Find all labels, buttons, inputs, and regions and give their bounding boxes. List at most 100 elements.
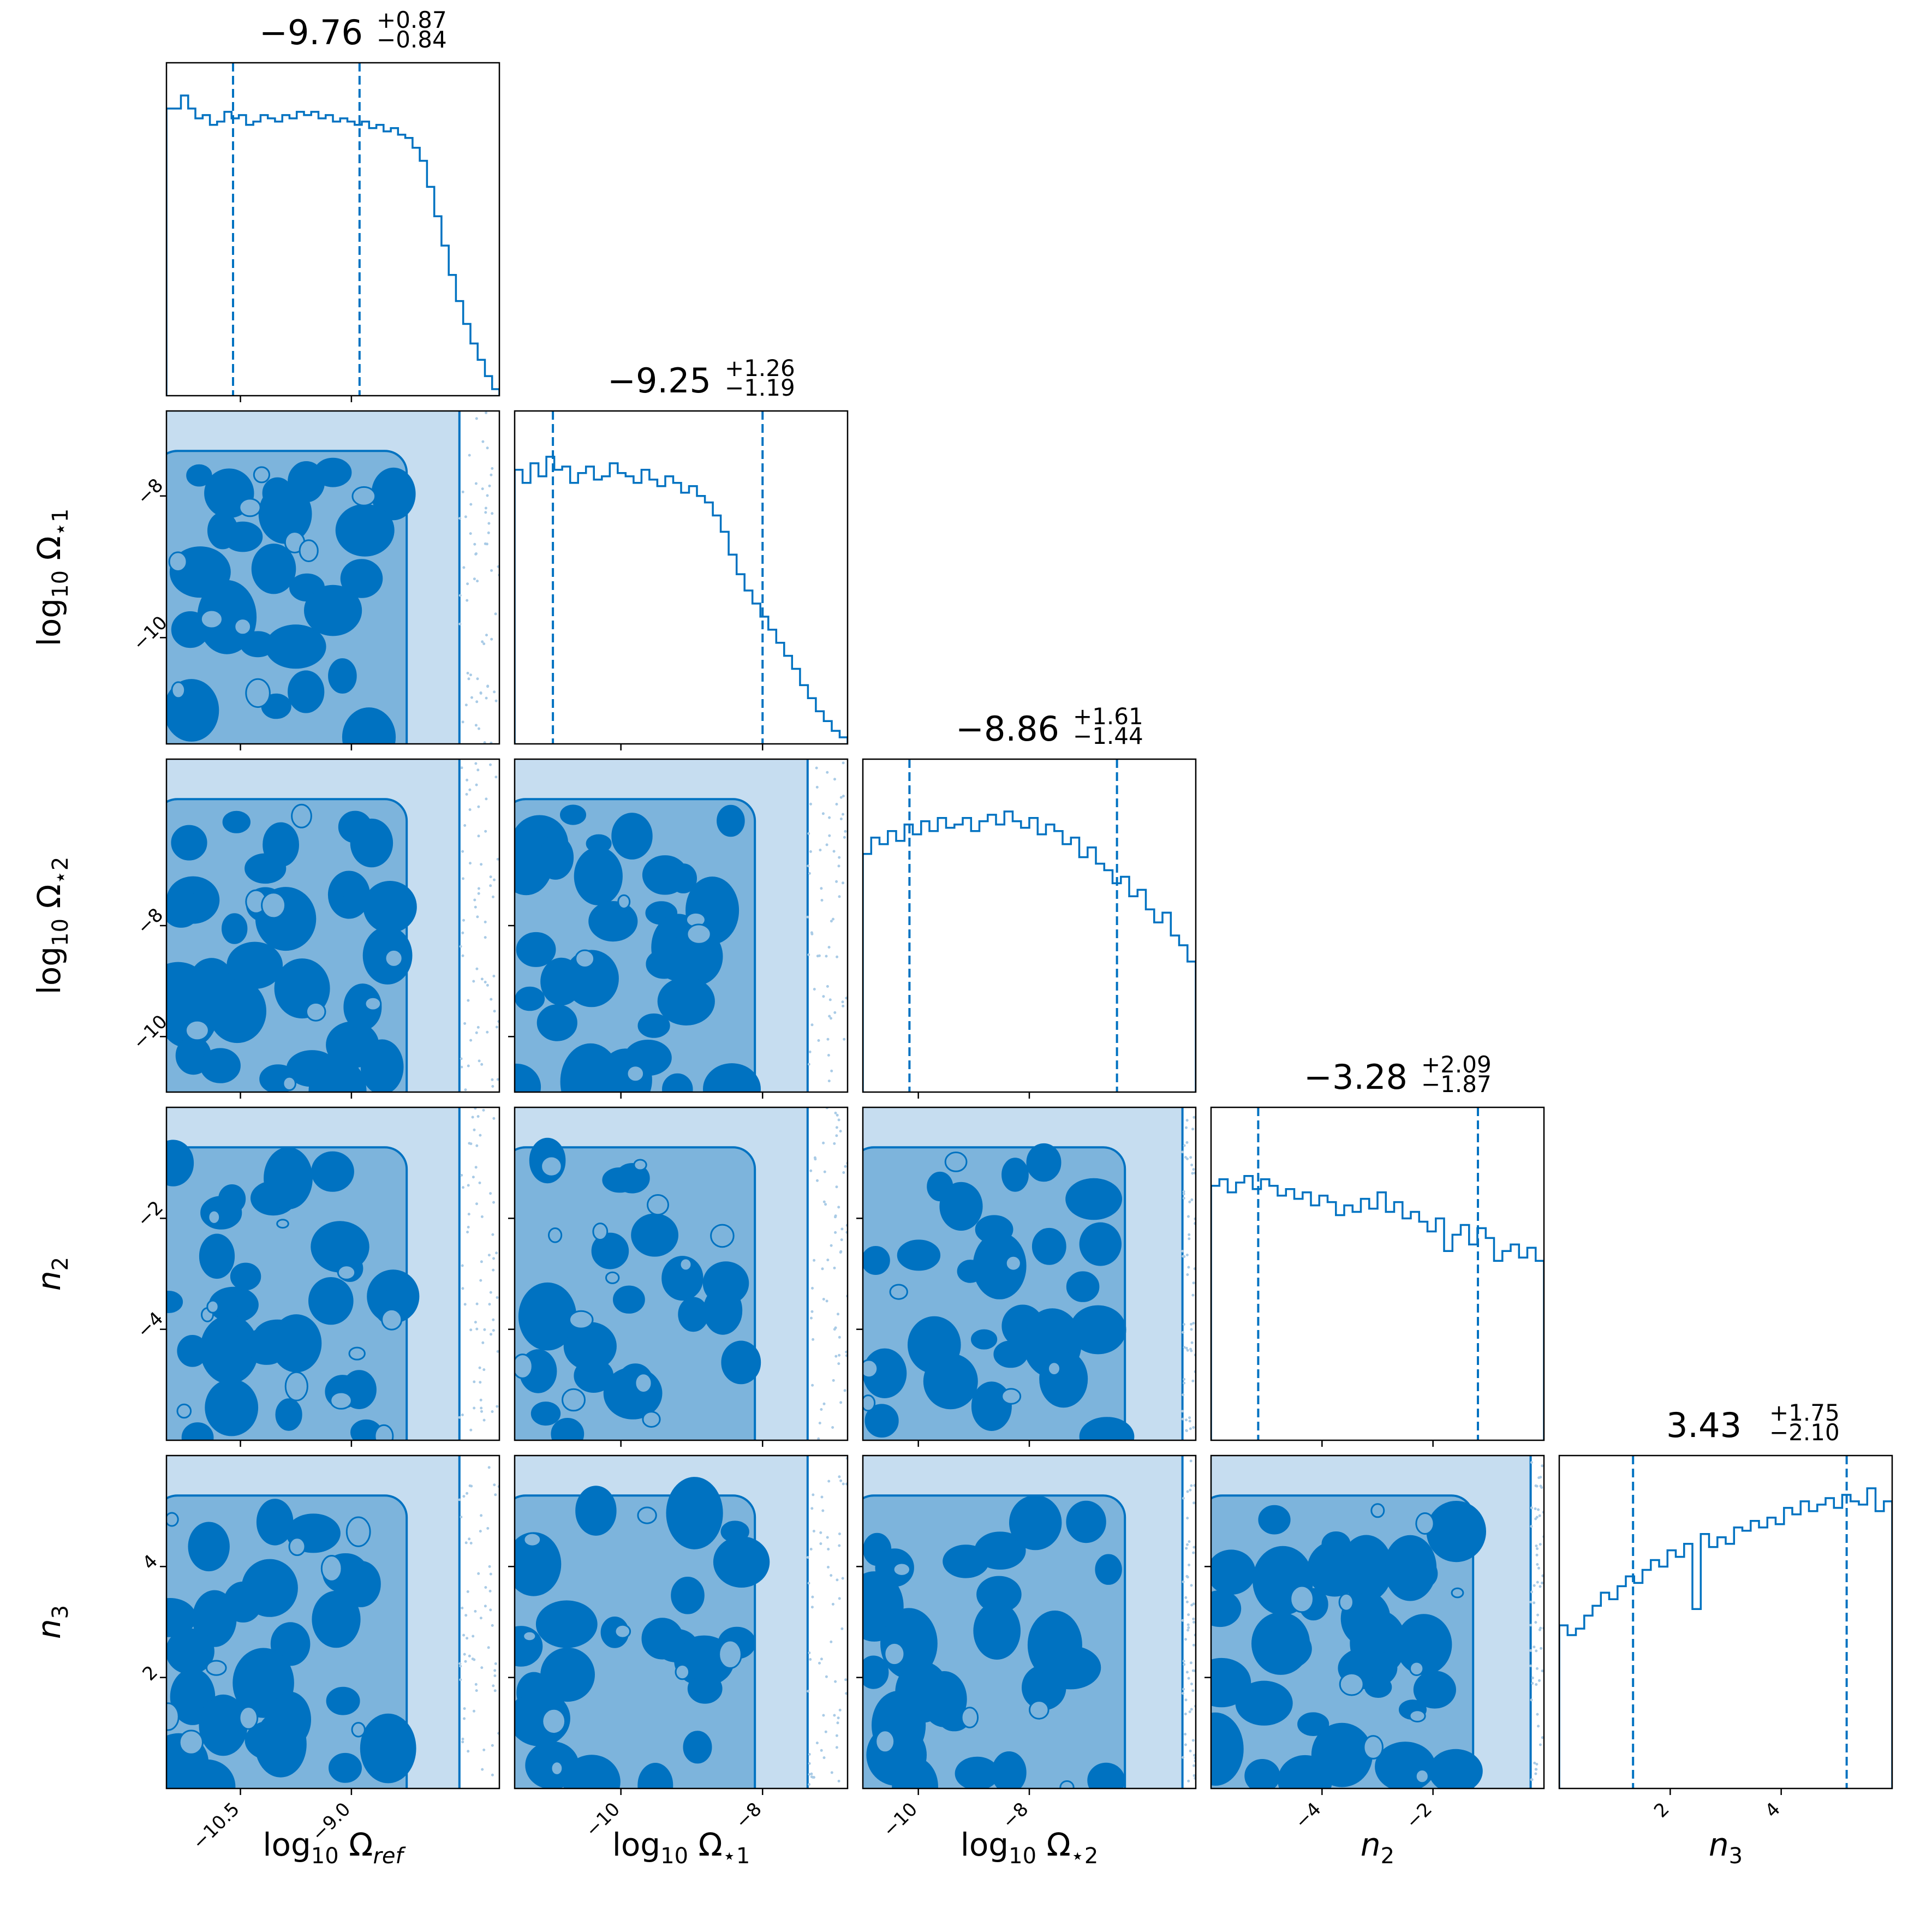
scatter-point: [493, 1674, 497, 1677]
scatter-point: [839, 1401, 843, 1404]
scatter-point: [830, 1069, 833, 1072]
scatter-point: [1190, 1322, 1193, 1326]
density-blob: [265, 624, 326, 669]
scatter-point: [463, 824, 467, 827]
scatter-point: [470, 696, 473, 699]
scatter-point: [1533, 1761, 1536, 1764]
scatter-point: [1536, 1613, 1540, 1617]
y-tick-label: −2: [133, 1197, 168, 1232]
scatter-point: [828, 816, 831, 819]
title-minus-n2: −1.87: [1421, 1071, 1492, 1098]
scatter-point: [1536, 1667, 1539, 1670]
scatter-point: [464, 515, 467, 518]
scatter-point: [830, 1574, 833, 1577]
scatter-point: [458, 622, 462, 625]
density-blob: [923, 1353, 978, 1410]
scatter-point: [1185, 1547, 1188, 1550]
scatter-point: [474, 1683, 478, 1686]
density-blob: [863, 1394, 876, 1412]
scatter-point: [837, 864, 840, 868]
density-blob: [1451, 1587, 1464, 1599]
density-blob: [614, 1624, 631, 1639]
density-blob: [223, 521, 263, 552]
scatter-point: [810, 1772, 813, 1775]
density-blob: [588, 901, 638, 942]
x-tick-label: −10: [879, 1798, 922, 1841]
density-blob: [703, 1063, 761, 1092]
scatter-point: [469, 1542, 473, 1545]
scatter-point: [463, 1022, 467, 1025]
scatter-point: [491, 1773, 494, 1776]
scatter-point: [826, 1536, 829, 1539]
hist-panel-n2: −3.28 +2.09−1.87: [1210, 1051, 1545, 1447]
scatter-point: [1190, 1328, 1193, 1331]
density-blob: [971, 1381, 1012, 1431]
scatter-point: [842, 1171, 845, 1174]
scatter-point: [817, 1437, 820, 1440]
scatter-point: [1182, 1323, 1185, 1326]
scatter-point: [1182, 1580, 1185, 1583]
density-blob: [560, 804, 586, 825]
scatter-point: [458, 517, 461, 520]
scatter-point: [468, 1537, 471, 1541]
x-axis-label-log10_omega_star2: log10 Ω⋆2: [961, 1826, 1099, 1869]
scatter-point: [482, 1748, 486, 1751]
scatter-point: [835, 1746, 838, 1749]
scatter-point: [475, 700, 479, 703]
density-blob: [340, 559, 383, 598]
scatter-point: [815, 766, 818, 770]
scatter-point: [476, 677, 479, 681]
density-blob: [1211, 1549, 1256, 1595]
scatter-point: [1529, 1649, 1533, 1652]
scatter-point: [493, 1669, 497, 1672]
scatter-point: [833, 1011, 837, 1014]
scatter-point: [484, 981, 487, 983]
scatter-point: [491, 1085, 494, 1088]
density-blob: [537, 835, 574, 880]
density-blob: [939, 1182, 983, 1231]
scatter-point: [461, 1414, 464, 1416]
scatter-point: [835, 803, 838, 806]
x-axis-label-log10_omega_star1: log10 Ω⋆1: [612, 1826, 750, 1869]
scatter-point: [826, 985, 829, 988]
scatter-point: [480, 1406, 483, 1410]
title-median-log10_omega_ref: −9.76: [259, 13, 363, 52]
scatter-point: [1186, 1629, 1190, 1632]
scatter-point: [1185, 1119, 1189, 1122]
scatter-point: [1183, 1144, 1186, 1147]
scatter-point: [1534, 1772, 1537, 1775]
title-median-log10_omega_star1: −9.25: [607, 361, 711, 401]
scatter-point: [844, 830, 847, 833]
scatter-point: [494, 776, 498, 779]
scatter-point: [1192, 1643, 1195, 1647]
density-blob: [284, 1371, 308, 1402]
scatter-point: [486, 684, 490, 688]
scatter-point: [492, 1684, 495, 1687]
scatter-point: [837, 1206, 840, 1209]
scatter-point: [815, 785, 819, 789]
scatter-point: [826, 1037, 830, 1041]
scatter-point: [467, 1184, 470, 1187]
density-blob: [1297, 1712, 1329, 1736]
density-blob: [288, 1537, 306, 1557]
scatter-point: [830, 1771, 833, 1774]
scatter-point: [1539, 1484, 1542, 1488]
scatter-point: [809, 850, 812, 853]
scatter-point: [838, 1475, 841, 1478]
scatter-point: [479, 1398, 482, 1402]
scatter-point: [1540, 1647, 1543, 1650]
scatter-point: [837, 1313, 839, 1316]
density-blob: [637, 1506, 657, 1524]
scatter-point: [481, 640, 484, 643]
scatter-point: [1192, 1116, 1196, 1119]
scatter-point: [461, 1287, 464, 1290]
scatter-point: [473, 1658, 476, 1661]
density-blob: [1235, 1680, 1293, 1726]
title-minus-log10_omega_ref: −0.84: [377, 26, 447, 53]
scatter-point: [475, 1144, 479, 1147]
density-blob: [657, 977, 715, 1025]
scatter-point: [472, 980, 475, 983]
density-blob: [238, 498, 261, 517]
scatter-point: [465, 792, 468, 796]
